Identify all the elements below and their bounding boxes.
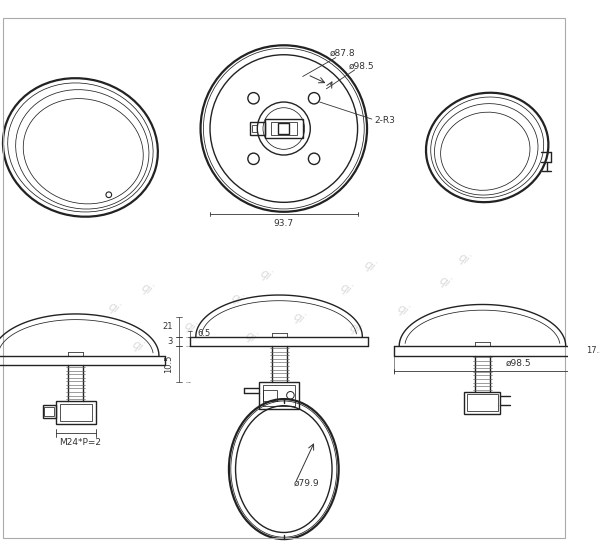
Text: qi: qi: [129, 338, 145, 354]
Text: 21: 21: [163, 322, 173, 331]
Text: 6.5: 6.5: [198, 329, 211, 338]
Text: 93.7: 93.7: [274, 219, 294, 227]
Text: qi: qi: [181, 319, 197, 335]
Text: ø87.8: ø87.8: [329, 48, 355, 57]
Bar: [251, 125, 257, 132]
Text: qi: qi: [290, 310, 306, 326]
Text: M24*P=2: M24*P=2: [59, 438, 101, 447]
Text: 10.5: 10.5: [164, 355, 173, 373]
Text: qi: qi: [361, 257, 377, 274]
Text: qi: qi: [347, 321, 362, 337]
Bar: [464, 391, 500, 414]
Text: 17.5: 17.5: [587, 346, 600, 355]
Bar: [263, 390, 277, 401]
Text: 2-R3: 2-R3: [374, 116, 395, 126]
Bar: [44, 406, 54, 416]
Bar: [59, 404, 92, 421]
Bar: [467, 394, 497, 411]
Text: qi: qi: [394, 302, 410, 319]
Bar: [250, 122, 265, 135]
Bar: [259, 382, 299, 409]
Text: qi: qi: [106, 300, 121, 316]
Bar: [278, 123, 289, 134]
Text: qi: qi: [437, 274, 452, 290]
Text: qi: qi: [139, 281, 155, 297]
Text: qi: qi: [229, 290, 244, 307]
Text: qi: qi: [257, 267, 273, 284]
Bar: [56, 401, 95, 424]
Bar: [265, 119, 303, 138]
Text: 3: 3: [168, 337, 173, 346]
Text: ø98.5: ø98.5: [506, 359, 532, 368]
Bar: [271, 122, 297, 135]
Text: qi: qi: [337, 281, 353, 297]
Text: ø98.5: ø98.5: [349, 62, 374, 71]
Text: ø79.9: ø79.9: [293, 479, 319, 488]
Bar: [43, 405, 56, 418]
Bar: [263, 385, 295, 406]
Text: qi: qi: [455, 251, 472, 267]
Text: qi: qi: [243, 329, 259, 345]
